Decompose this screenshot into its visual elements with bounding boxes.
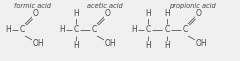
Text: OH: OH xyxy=(195,40,207,48)
Text: C: C xyxy=(182,25,188,35)
Text: H: H xyxy=(145,41,151,51)
Text: H: H xyxy=(59,25,65,35)
Text: C: C xyxy=(164,25,170,35)
Text: formic acid: formic acid xyxy=(13,3,50,9)
Text: C: C xyxy=(145,25,151,35)
Text: H: H xyxy=(5,25,11,35)
Text: O: O xyxy=(196,10,202,18)
Text: propionic acid: propionic acid xyxy=(169,3,215,9)
Text: H: H xyxy=(73,10,79,18)
Text: H: H xyxy=(145,10,151,18)
Text: C: C xyxy=(19,25,25,35)
Text: O: O xyxy=(105,10,111,18)
Text: OH: OH xyxy=(104,40,116,48)
Text: H: H xyxy=(164,10,170,18)
Text: C: C xyxy=(73,25,79,35)
Text: acetic acid: acetic acid xyxy=(87,3,123,9)
Text: C: C xyxy=(91,25,97,35)
Text: O: O xyxy=(33,10,39,18)
Text: OH: OH xyxy=(32,40,44,48)
Text: H: H xyxy=(164,41,170,51)
Text: H: H xyxy=(131,25,137,35)
Text: H: H xyxy=(73,41,79,51)
